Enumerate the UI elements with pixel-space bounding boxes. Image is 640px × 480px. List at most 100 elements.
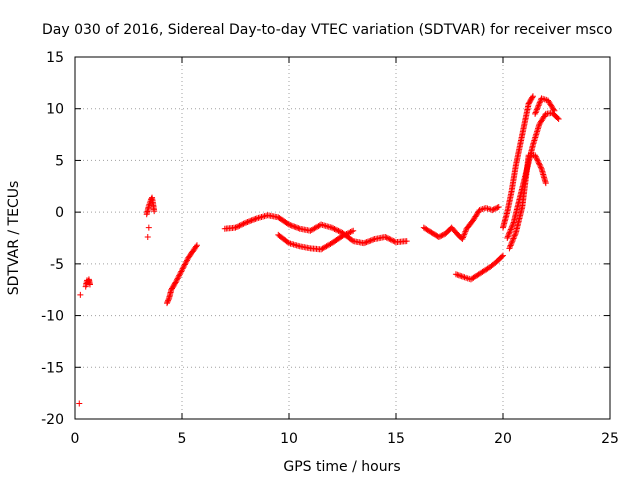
data-point: [390, 237, 397, 244]
data-point: [435, 233, 442, 240]
data-point: [532, 152, 539, 159]
data-point: [284, 220, 291, 227]
data-point: [536, 101, 543, 108]
x-tick-label: 20: [494, 431, 512, 447]
data-point: [512, 231, 519, 238]
series-segment-0.5h: [82, 276, 93, 290]
x-tick-label: 0: [71, 431, 80, 447]
data-point: [336, 228, 343, 235]
data-point: [165, 297, 172, 304]
data-point: [507, 242, 514, 249]
grid: [75, 57, 610, 419]
series-segment-3.5h: [143, 194, 158, 218]
data-point: [508, 241, 515, 248]
data-point: [494, 204, 501, 211]
data-point: [491, 205, 498, 212]
y-tick-label: 10: [46, 102, 64, 118]
x-tick-label: 25: [601, 431, 619, 447]
data-point: [554, 115, 561, 122]
data-point: [555, 116, 562, 123]
data-point: [249, 216, 256, 223]
y-axis-label: SDTVAR / TECUs: [6, 181, 22, 296]
data-point: [533, 108, 540, 115]
data-point: [240, 220, 247, 227]
data-point: [193, 242, 200, 249]
data-point: [505, 232, 512, 239]
data-point: [532, 153, 539, 160]
data-point: [335, 227, 342, 234]
data-point: [342, 231, 349, 238]
data-point: [151, 208, 158, 215]
data-point: [251, 216, 258, 223]
data-point: [510, 235, 517, 242]
data-point: [461, 230, 468, 237]
chart-title: Day 030 of 2016, Sidereal Day-to-day VTE…: [42, 22, 612, 38]
data-point: [535, 103, 542, 110]
data-point: [164, 298, 171, 305]
data-point: [509, 222, 516, 229]
data-point: [368, 237, 375, 244]
plot-frame: [74, 56, 611, 420]
series-segment-7-15.5h: [221, 212, 410, 247]
data-point: [338, 233, 345, 240]
data-point: [77, 291, 84, 298]
data-point: [235, 223, 242, 230]
data-point: [508, 223, 515, 230]
data-point: [509, 236, 516, 243]
data-point: [181, 262, 188, 269]
data-point: [183, 258, 190, 265]
data-point: [532, 110, 539, 117]
data-point: [340, 232, 347, 239]
data-point: [457, 272, 464, 279]
data-point: [244, 218, 251, 225]
data-point: [179, 265, 186, 272]
series-segment-4.5h: [164, 242, 200, 307]
data-point: [252, 215, 259, 222]
data-point: [330, 225, 337, 232]
data-point: [459, 234, 466, 241]
data-points: [76, 93, 562, 407]
y-tick-label: -20: [41, 412, 64, 428]
data-point: [182, 260, 189, 267]
data-point: [508, 225, 515, 232]
data-point: [339, 232, 346, 239]
data-point: [331, 225, 338, 232]
data-point: [241, 220, 248, 227]
data-point: [181, 261, 188, 268]
ticks: 0 5 10 15 20 25 -20 -15 -10 -5 0 5 10 15: [41, 50, 619, 447]
data-point: [328, 224, 335, 231]
data-point: [294, 224, 301, 231]
data-point: [535, 158, 542, 165]
data-point: [382, 233, 389, 240]
data-point: [542, 180, 549, 187]
data-point: [534, 157, 541, 164]
data-point: [387, 236, 394, 243]
data-point: [536, 161, 543, 168]
series-segment-20-22.5h-upper: [504, 109, 562, 241]
data-point: [286, 221, 292, 228]
x-tick-label: 10: [280, 431, 298, 447]
data-point: [172, 279, 179, 286]
data-point: [174, 275, 181, 282]
series-segment-9.5-13h: [275, 227, 357, 253]
data-point: [454, 271, 461, 278]
data-point: [332, 226, 339, 233]
data-point: [348, 228, 355, 235]
data-point: [458, 273, 465, 280]
data-point: [533, 106, 540, 113]
data-point: [193, 243, 200, 250]
data-point: [460, 233, 467, 240]
data-point: [232, 224, 239, 231]
series-segment-20.5-22h-fall: [506, 152, 549, 252]
series-segment-18-20h: [452, 252, 506, 283]
data-point: [504, 235, 511, 241]
data-point: [347, 229, 354, 236]
data-point: [177, 269, 184, 276]
data-point: [367, 237, 374, 244]
data-point: [537, 164, 544, 171]
data-point: [295, 225, 302, 232]
data-point: [183, 257, 190, 264]
data-point: [349, 237, 356, 244]
data-point: [537, 163, 544, 170]
data-point: [334, 227, 341, 234]
